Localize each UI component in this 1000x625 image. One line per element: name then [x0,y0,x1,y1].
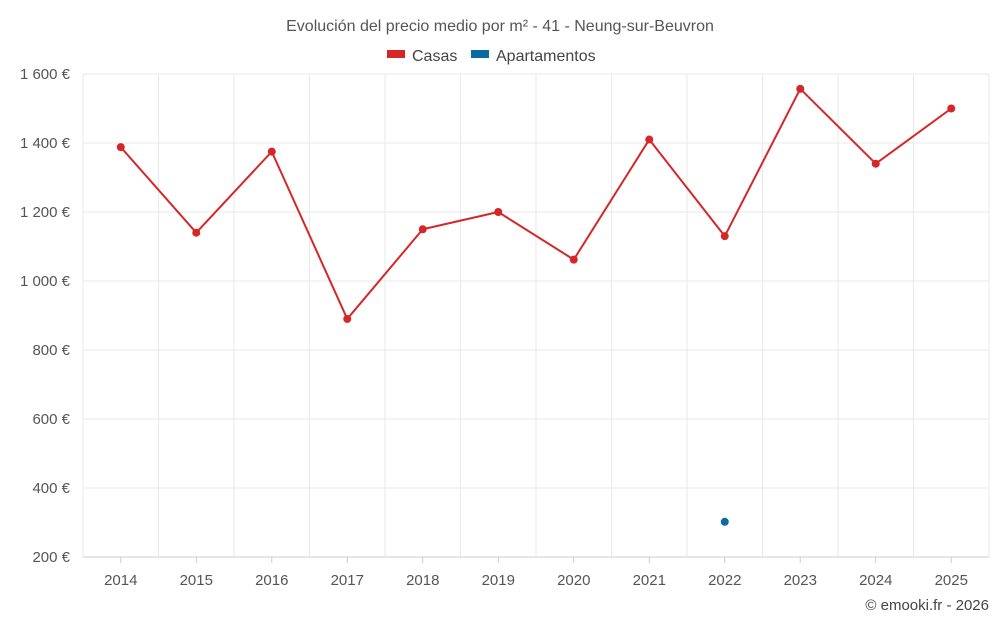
y-tick-label: 400 € [32,480,70,497]
x-tick-label: 2020 [557,572,590,589]
data-point-casas[interactable] [192,228,201,237]
y-tick-label: 800 € [32,342,70,359]
grid [82,73,990,558]
x-tick-label: 2017 [331,572,364,589]
legend-label-casas: Casas [412,48,457,65]
legend-swatch-casas [387,50,405,58]
y-tick-label: 200 € [32,549,70,566]
y-tick-label: 1 200 € [20,204,71,221]
y-tick-label: 1 600 € [20,66,71,83]
legend-item-apartamentos[interactable]: Apartamentos [471,48,596,65]
x-tick-label: 2019 [482,572,515,589]
series-apartamentos [720,517,729,526]
data-point-casas[interactable] [947,104,956,113]
data-point-casas[interactable] [645,135,654,144]
x-tick-label: 2014 [104,572,137,589]
x-tick-label: 2021 [633,572,666,589]
data-point-apartamentos[interactable] [720,517,729,526]
y-tick-label: 600 € [32,411,70,428]
data-point-casas[interactable] [343,314,352,323]
data-point-casas[interactable] [720,232,729,241]
x-tick-label: 2018 [406,572,439,589]
legend-item-casas[interactable]: Casas [387,48,457,65]
data-point-casas[interactable] [116,143,125,152]
x-tick-label: 2023 [784,572,817,589]
series-line-casas [120,87,952,320]
legend: Casas Apartamentos [387,48,596,65]
legend-label-apartamentos: Apartamentos [496,48,596,65]
x-tick-label: 2024 [859,572,892,589]
y-tick-label: 1 400 € [20,135,71,152]
copyright-credit: © emooki.fr - 2026 [865,597,989,614]
x-tick-label: 2025 [935,572,968,589]
x-tick-label: 2016 [255,572,288,589]
data-point-casas[interactable] [871,159,880,168]
data-point-casas[interactable] [267,147,276,156]
data-point-casas[interactable] [418,225,427,234]
data-point-casas[interactable] [796,84,805,93]
x-tick-label: 2015 [180,572,213,589]
series-layer [116,84,956,526]
axes: 200 € 400 € 600 € 800 € 1 000 € 1 200 € 1 400 … [20,66,968,589]
x-tick-label: 2022 [708,572,741,589]
series-casas [116,84,956,323]
data-point-casas[interactable] [494,208,503,216]
legend-swatch-apartamentos [471,50,489,58]
data-point-casas[interactable] [569,255,578,264]
y-tick-label: 1 000 € [20,273,71,290]
chart-title: Evolución del precio medio por m² - 41 -… [286,18,714,35]
